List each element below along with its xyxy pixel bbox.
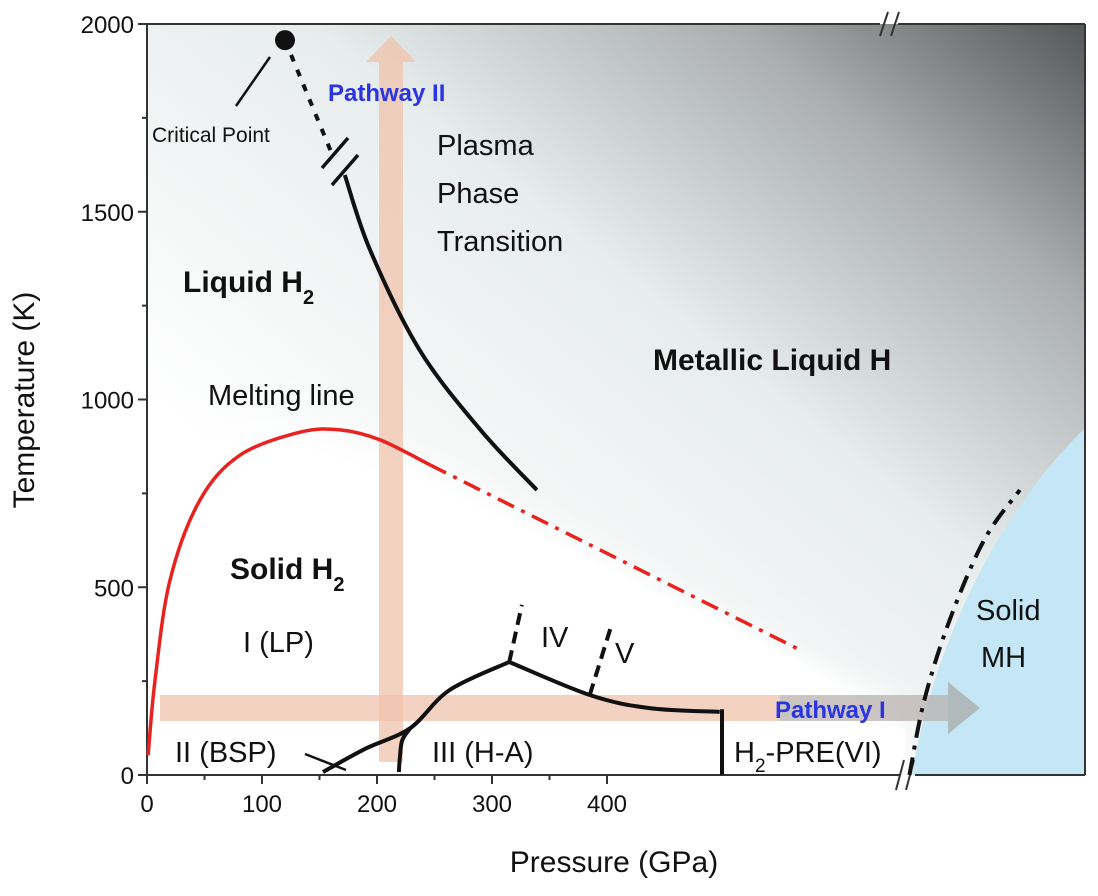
- x-tick-label: 0: [140, 791, 153, 818]
- x-tick-label: 200: [357, 791, 397, 818]
- series-line-ii-iii-boundary: [396, 726, 413, 773]
- phase-5-label: V: [615, 638, 635, 670]
- critical-point-pointer: [234, 56, 272, 107]
- x-tick-label: 400: [587, 791, 627, 818]
- phase-6-label: H2-PRE(VI): [734, 737, 882, 777]
- series-line-iii-iv-v-boundary: [508, 660, 720, 714]
- y-tick-label: 0: [121, 763, 134, 790]
- solid-mh-label-1: Solid: [976, 595, 1041, 627]
- x-tick-label: 100: [242, 791, 282, 818]
- series-line-melting-line-extrapolated: [429, 463, 801, 652]
- break-bars: [320, 136, 360, 187]
- y-tick-label: 500: [94, 575, 134, 602]
- phase-2-label: II (BSP): [175, 737, 277, 769]
- y-axis-title: Temperature (K): [8, 292, 41, 509]
- critical-point-label: Critical Point: [152, 124, 270, 147]
- series-line-i-ii-iii-boundary: [321, 660, 511, 774]
- metallic-liquid-label: Metallic Liquid H: [653, 344, 891, 377]
- plasma-label-3: Transition: [437, 226, 563, 258]
- series-line-iv-v-boundary: [587, 624, 614, 696]
- pathway-2-arrow: [366, 36, 416, 762]
- y-tick-label: 1500: [81, 200, 134, 227]
- plasma-label-2: Phase: [437, 178, 519, 210]
- plasma-label-1: Plasma: [437, 130, 535, 162]
- melting-line-label: Melting line: [208, 380, 355, 412]
- phase-1-label: I (LP): [243, 627, 314, 659]
- series-line-solid-mh-boundary: [907, 488, 1022, 776]
- series-line-plasma-phase-transition-to-critical-point: [283, 39, 333, 153]
- y-tick-label: 1000: [81, 388, 134, 415]
- y-tick-label: 2000: [81, 12, 134, 39]
- phase-4-label: IV: [541, 622, 569, 654]
- pathway-1-label: Pathway I: [775, 697, 886, 724]
- liquid-h2-label: Liquid H2: [183, 266, 314, 309]
- solid-mh-label-2: MH: [981, 642, 1026, 674]
- x-axis-title: Pressure (GPa): [510, 846, 718, 879]
- critical-point-marker: [275, 30, 295, 51]
- series-line-melting-line: [146, 427, 431, 756]
- series-line-plasma-phase-transition: [342, 174, 539, 492]
- phase-3-label: III (H-A): [432, 737, 534, 769]
- series-line-i-iv-boundary: [507, 604, 524, 663]
- bsp-pointer: [304, 752, 347, 772]
- solid-h2-label: Solid H2: [230, 553, 344, 596]
- x-tick-label: 300: [472, 791, 512, 818]
- pathway-2-label: Pathway II: [328, 80, 445, 107]
